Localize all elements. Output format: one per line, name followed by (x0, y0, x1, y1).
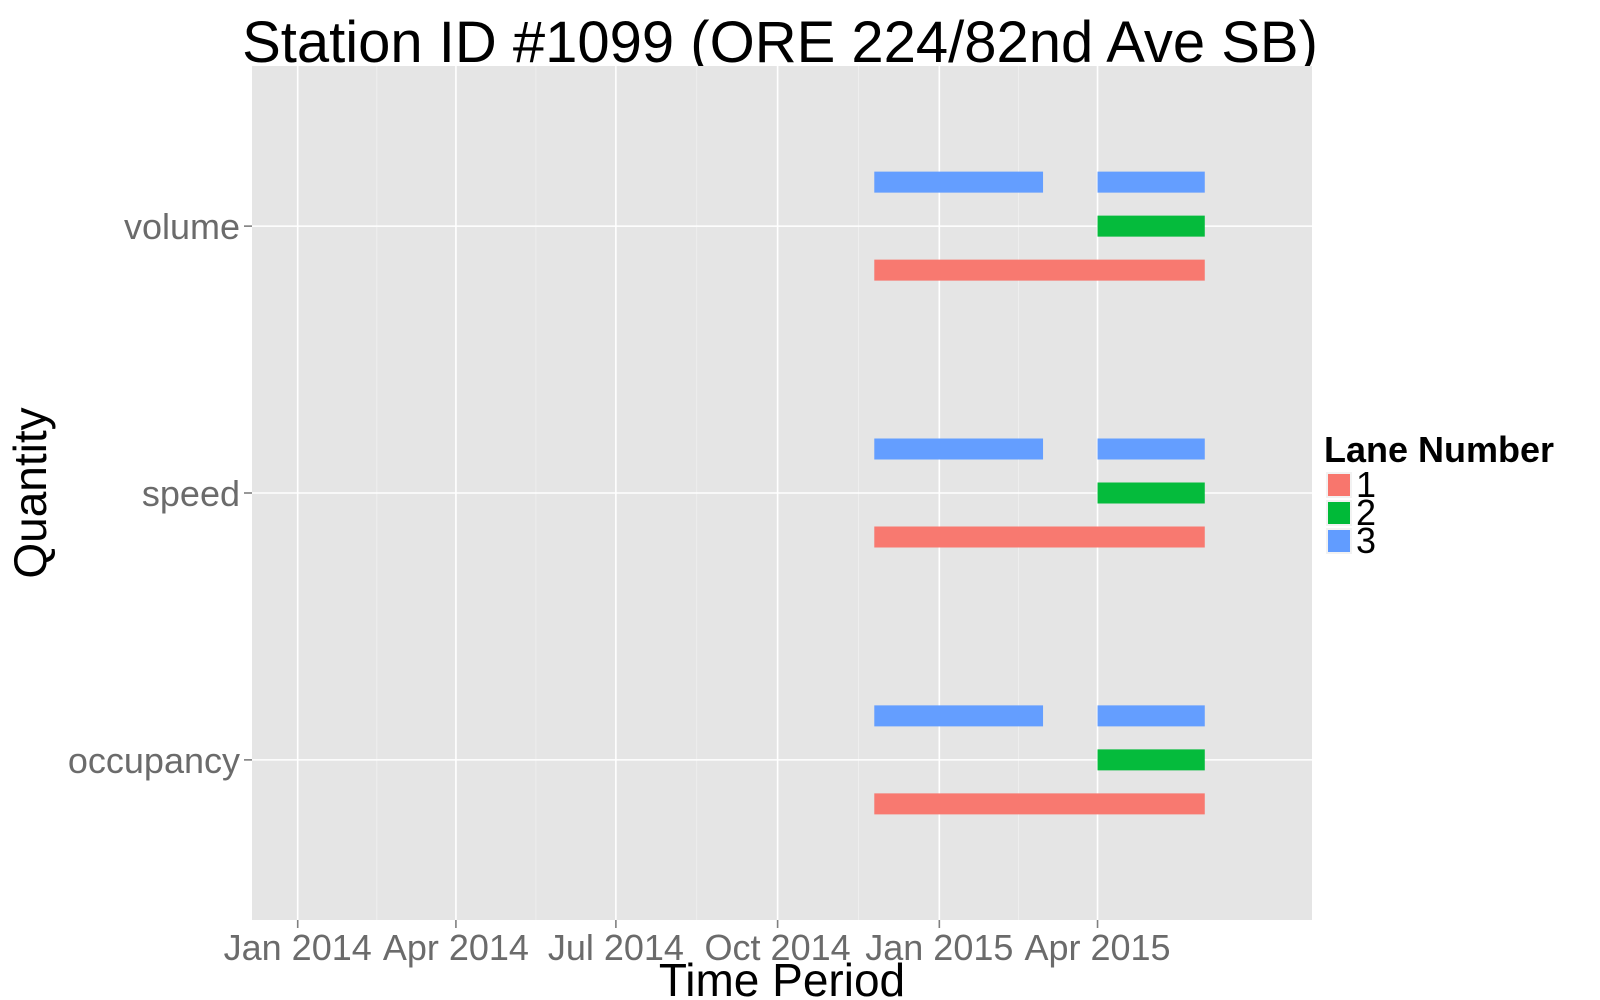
x-tick-label: Jul 2014 (548, 927, 684, 968)
x-tick-label: Apr 2015 (1024, 927, 1170, 968)
x-tick-label: Jan 2015 (865, 927, 1013, 968)
bar-lane-3-speed (1097, 438, 1205, 460)
legend-key-2 (1326, 500, 1352, 526)
x-tick-label: Apr 2014 (383, 927, 529, 968)
bar-lane-2-volume (1097, 215, 1205, 237)
y-tick-label: occupancy (68, 740, 240, 781)
legend-key-3 (1326, 528, 1352, 554)
data-bars (874, 171, 1205, 815)
legend-key-1 (1326, 472, 1352, 498)
bar-lane-1-occupancy (874, 793, 1205, 815)
x-axis-title: Time Period (659, 954, 905, 1000)
legend-label-2: 2 (1356, 492, 1376, 533)
bar-lane-2-occupancy (1097, 749, 1205, 771)
x-tick-label: Oct 2014 (705, 927, 851, 968)
bar-lane-3-volume (1097, 171, 1205, 193)
bar-lane-1-volume (874, 259, 1205, 281)
bar-lane-3-occupancy (874, 705, 1044, 727)
bar-lane-3-volume (874, 171, 1044, 193)
bar-lane-2-speed (1097, 482, 1205, 504)
y-tick-label: volume (124, 206, 240, 247)
x-tick-label: Jan 2014 (224, 927, 372, 968)
y-axis-title: Quantity (4, 407, 56, 578)
chart-title: Station ID #1099 (ORE 224/82nd Ave SB) (242, 10, 1318, 75)
bar-lane-3-speed (874, 438, 1044, 460)
x-axis-ticks: Jan 2014 Apr 2014 Jul 2014 Oct 2014 Jan 2015… (224, 920, 1171, 968)
legend-label-3: 3 (1356, 520, 1376, 561)
y-tick-label: speed (142, 473, 240, 514)
bar-lane-1-speed (874, 526, 1205, 548)
legend-title: Lane Number (1324, 429, 1554, 470)
bar-lane-3-occupancy (1097, 705, 1205, 727)
legend: Lane Number 123 (1324, 429, 1554, 561)
legend-label-1: 1 (1356, 464, 1376, 505)
y-axis-ticks: occupancy speed volume (68, 206, 252, 781)
